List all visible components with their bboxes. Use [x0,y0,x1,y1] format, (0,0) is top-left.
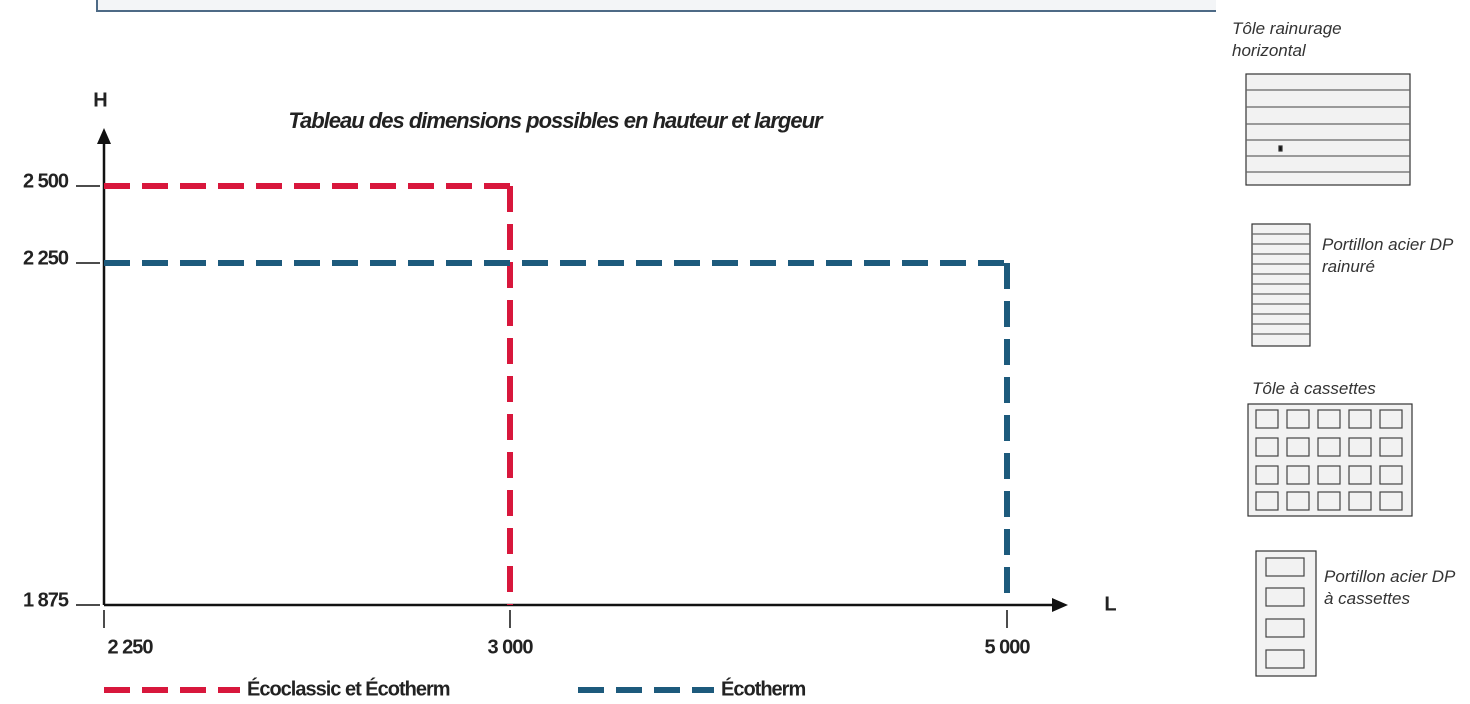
y-arrow [97,128,111,144]
product-caption: Tôle à cassettes [1252,378,1432,400]
product-caption: Tôle rainurage horizontal [1232,18,1412,62]
x-tick-label: 2 250 [107,636,153,658]
door-cassette-portillon [1256,551,1316,676]
legend-label: Écoclassic et Écotherm [247,677,450,700]
y-tick-label: 1 875 [23,589,69,611]
door-grooved-portillon [1252,224,1310,346]
chart: Tableau des dimensions possibles en haut… [0,0,1220,704]
x-axis-label: L [1104,593,1116,615]
chart-title: Tableau des dimensions possibles en haut… [288,108,824,133]
product-caption: Portillon acier DP à cassettes [1324,566,1464,610]
door-grooved [1246,74,1410,185]
y-tick-label: 2 500 [23,170,69,192]
x-arrow [1052,598,1068,612]
product-caption: Portillon acier DP rainuré [1322,234,1462,278]
x-tick-label: 3 000 [487,636,533,658]
page: Tableau des dimensions possibles en haut… [0,0,1470,704]
x-tick-label: 5 000 [984,636,1030,658]
door-cassette [1248,404,1412,516]
y-axis-label: H [93,89,107,111]
y-tick-label: 2 250 [23,247,69,269]
legend-label: Écotherm [721,677,805,700]
